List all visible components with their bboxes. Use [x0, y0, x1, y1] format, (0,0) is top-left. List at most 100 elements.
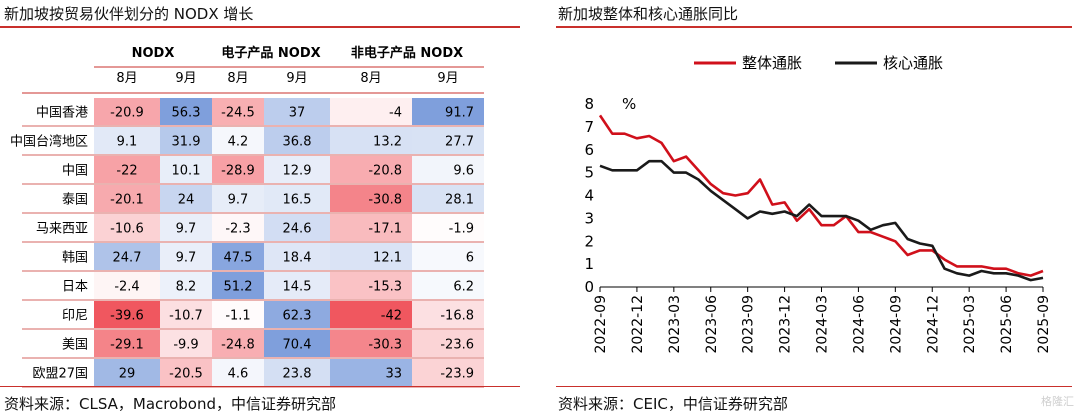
heatmap-cell-value: 9.7	[176, 222, 197, 237]
heatmap-cell-value: 9.1	[117, 135, 138, 150]
heatmap-cell-value: -39.6	[110, 309, 144, 324]
heatmap-cell	[94, 185, 160, 212]
heatmap-cell-value: 28.1	[445, 193, 474, 208]
heatmap-cell	[94, 272, 160, 299]
heatmap-cell-value: 33	[385, 367, 402, 382]
heatmap-cell	[412, 301, 484, 328]
heatmap-cell-value: 9.7	[228, 193, 249, 208]
heatmap-cell-value: 56.3	[172, 106, 201, 121]
heatmap-cell-value: 18.4	[283, 251, 312, 266]
heatmap-cell-value: -16.8	[440, 309, 474, 324]
heatmap-cell	[330, 156, 412, 183]
heatmap-row-label: 泰国	[62, 193, 88, 208]
heatmap-cell-value: 10.1	[172, 164, 201, 179]
heatmap-cell-value: -4	[389, 106, 402, 121]
y-tick-label: 7	[584, 118, 594, 136]
heatmap-cell-value: 29	[119, 367, 136, 382]
heatmap-cell-value: -30.8	[368, 193, 402, 208]
heatmap-cell	[330, 359, 412, 386]
heatmap-cell-value: 23.8	[283, 367, 312, 382]
heatmap-cell	[160, 127, 212, 154]
heatmap-cell	[264, 127, 330, 154]
x-tick-label: 2024-06	[851, 295, 867, 354]
heatmap-month-header: 8月	[227, 71, 248, 86]
x-tick-label: 2023-09	[741, 295, 757, 354]
heatmap-cell	[412, 127, 484, 154]
heatmap-cell-value: -20.1	[110, 193, 144, 208]
heatmap-cell-value: -2.3	[225, 222, 250, 237]
heatmap-cell-value: 9.7	[176, 251, 197, 266]
heatmap-cell	[330, 98, 412, 125]
core-inflation-line	[599, 159, 1044, 282]
heatmap-cell-value: 14.5	[283, 280, 312, 295]
heatmap-month-header: 9月	[286, 71, 307, 86]
heatmap-row-label: 日本	[62, 280, 88, 295]
heatmap-row-label: 韩国	[62, 251, 88, 266]
heatmap-cell-value: -10.7	[169, 309, 203, 324]
heatmap-cell	[160, 359, 212, 386]
heatmap-row-label: 马来西亚	[36, 222, 88, 237]
heatmap-cell	[94, 156, 160, 183]
heatmap-cell	[212, 243, 264, 270]
x-tick-label: 2022-12	[630, 295, 646, 354]
heatmap-cell-value: 36.8	[283, 135, 312, 150]
heatmap-row-label: 中国	[62, 164, 88, 179]
heatmap-cell	[212, 301, 264, 328]
heatmap-cell-value: 12.1	[373, 251, 402, 266]
heatmap-cell	[160, 330, 212, 357]
y-unit-label: %	[622, 95, 636, 113]
heatmap-cell	[264, 214, 330, 241]
heatmap-row-label: 中国香港	[36, 106, 88, 121]
heatmap-cell	[212, 330, 264, 357]
left-title-rule	[0, 26, 520, 28]
heatmap-cell-value: -42	[381, 309, 402, 324]
heatmap-cell-value: -24.8	[221, 338, 255, 353]
heatmap-group-header: 电子产品 NODX	[221, 45, 320, 61]
heatmap-cell-value: -24.5	[221, 106, 255, 121]
x-tick-label: 2024-03	[815, 295, 831, 354]
heatmap-cell-value: 91.7	[445, 106, 474, 121]
y-tick-label: 0	[584, 278, 594, 296]
heatmap-cell-value: -17.1	[368, 222, 402, 237]
heatmap-cell-value: 24.7	[113, 251, 142, 266]
heatmap-month-header: 9月	[175, 71, 196, 86]
heatmap-cell	[264, 359, 330, 386]
legend-label: 核心通胀	[883, 54, 943, 72]
heatmap-cell-value: -20.8	[368, 164, 402, 179]
x-tick-label: 2023-12	[778, 295, 794, 354]
heatmap-cell-value: 4.2	[228, 135, 249, 150]
right-source-rule	[556, 386, 1072, 387]
heatmap-cell-value: 6	[466, 251, 474, 266]
heatmap-month-header: 9月	[437, 71, 458, 86]
y-tick-label: 6	[584, 141, 594, 159]
heatmap-cell	[94, 98, 160, 125]
heatmap-group-header: 非电子产品 NODX	[351, 45, 463, 61]
x-tick-label: 2025-09	[1036, 295, 1052, 354]
y-tick-label: 3	[584, 209, 594, 227]
y-tick-label: 2	[584, 232, 594, 250]
heatmap-cell	[264, 243, 330, 270]
heatmap-cell-value: -10.6	[110, 222, 144, 237]
heatmap-cell	[94, 301, 160, 328]
heatmap-cell-value: -2.4	[114, 280, 139, 295]
heatmap-cell-value: 6.2	[453, 280, 474, 295]
heatmap-cell	[94, 214, 160, 241]
heatmap-cell	[160, 156, 212, 183]
heatmap-cell	[330, 243, 412, 270]
heatmap-cell-value: 51.2	[224, 280, 253, 295]
left-source-rule	[0, 386, 520, 387]
heatmap-cell-value: -23.9	[440, 367, 474, 382]
heatmap-month-header: 8月	[360, 71, 381, 86]
heatmap-cell	[212, 185, 264, 212]
heatmap-cell-value: -15.3	[368, 280, 402, 295]
heatmap-cell-value: 9.6	[453, 164, 474, 179]
heatmap-cell	[412, 330, 484, 357]
heatmap-cell	[212, 272, 264, 299]
heatmap-cell-value: -23.6	[440, 338, 474, 353]
y-tick-label: 5	[584, 164, 594, 182]
heatmap-cell	[264, 330, 330, 357]
left-source: 资料来源：CLSA，Macrobond，中信证券研究部	[4, 395, 337, 413]
heatmap-cell	[212, 214, 264, 241]
